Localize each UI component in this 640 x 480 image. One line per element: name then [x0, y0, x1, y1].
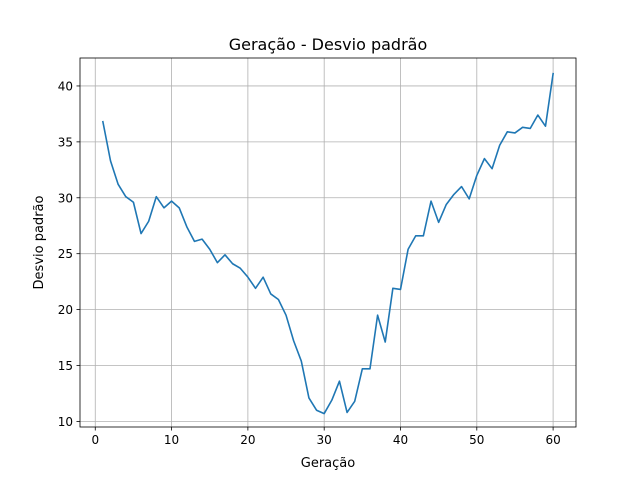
y-tick-label: 15 [58, 359, 73, 373]
y-tick-label: 35 [58, 135, 73, 149]
x-tick-label: 30 [317, 433, 332, 447]
y-tick-label: 40 [58, 79, 73, 93]
x-tick-label: 50 [469, 433, 484, 447]
y-tick-label: 20 [58, 303, 73, 317]
series-layer [101, 72, 555, 415]
x-tick-label: 60 [545, 433, 560, 447]
y-tick-label: 25 [58, 247, 73, 261]
x-tick-label: 10 [164, 433, 179, 447]
plot-frame [79, 57, 577, 428]
x-axis-label: Geração [301, 456, 355, 471]
x-tick-label: 20 [240, 433, 255, 447]
x-tick-label: 40 [393, 433, 408, 447]
y-tick-label: 10 [58, 415, 73, 429]
grid-lines [80, 58, 576, 427]
series-line [101, 72, 555, 415]
chart-title: Geração - Desvio padrão [229, 35, 428, 54]
y-axis-label: Desvio padrão [32, 196, 47, 290]
x-tick-label: 0 [91, 433, 99, 447]
axis-ticks: 0 10 20 30 40 50 60 10 15 20 25 30 35 40 [58, 79, 561, 447]
y-tick-label: 30 [58, 191, 73, 205]
